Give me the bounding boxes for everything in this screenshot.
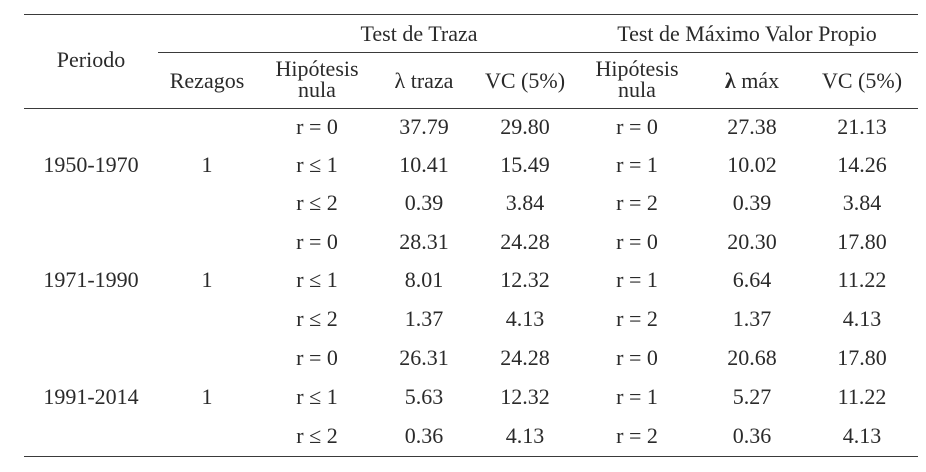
lags-value: 1	[201, 152, 213, 177]
cv-trace-value: 24.28	[500, 345, 550, 370]
cv-max-value: 14.26	[837, 152, 887, 177]
lambda-trace-value: 37.79	[399, 114, 449, 139]
cv-trace-value: 12.32	[500, 384, 550, 409]
cv-trace-value: 4.13	[505, 423, 545, 448]
cv-max-value: 11.22	[837, 267, 887, 292]
lambda-trace-value: 28.31	[399, 229, 449, 254]
header-trace-test: Test de Traza	[360, 21, 478, 46]
null-hyp-max: r = 2	[616, 423, 658, 448]
header-cv-max: VC (5%)	[821, 68, 903, 93]
header-max-eigen-test: Test de Máximo Valor Propio	[617, 21, 877, 46]
lambda-trace-value: 0.36	[404, 423, 444, 448]
cv-trace-value: 15.49	[500, 152, 550, 177]
null-hyp-max: r = 1	[616, 384, 658, 409]
null-hyp-trace: r = 0	[296, 229, 338, 254]
null-hyp-trace: r ≤ 1	[296, 267, 338, 292]
cv-max-value: 21.13	[837, 114, 887, 139]
header-null-hyp-max-line1: Hipótesis	[595, 56, 679, 81]
null-hyp-max: r = 2	[616, 306, 658, 331]
cv-max-value: 17.80	[837, 345, 887, 370]
cv-max-value: 17.80	[837, 229, 887, 254]
cv-max-value: 3.84	[842, 190, 882, 215]
header-null-hyp-trace: Hipótesis nula	[275, 56, 359, 102]
null-hyp-max: r = 1	[616, 152, 658, 177]
lambda-trace-value: 8.01	[404, 267, 444, 292]
header-null-hyp-max-line2: nula	[618, 77, 656, 102]
period-label: 1971-1990	[43, 267, 139, 292]
header-null-hyp-trace-line2: nula	[298, 77, 336, 102]
top-rule	[24, 14, 918, 15]
lambda-max-value: 10.02	[727, 152, 777, 177]
null-hyp-trace: r = 0	[296, 345, 338, 370]
null-hyp-trace: r ≤ 1	[296, 152, 338, 177]
header-lambda-max-text: máx	[741, 68, 780, 93]
null-hyp-trace: r ≤ 1	[296, 384, 338, 409]
header-lambda-max-symbol: λ	[724, 68, 736, 93]
null-hyp-trace: r = 0	[296, 114, 338, 139]
lambda-trace-value: 5.63	[404, 384, 444, 409]
lambda-trace-value: 26.31	[399, 345, 449, 370]
cv-trace-value: 3.84	[505, 190, 545, 215]
lambda-max-value: 27.38	[727, 114, 777, 139]
header-period: Periodo	[56, 47, 126, 72]
lags-value: 1	[201, 384, 213, 409]
cv-trace-value: 12.32	[500, 267, 550, 292]
header-lags: Rezagos	[169, 68, 245, 93]
lambda-trace-value: 10.41	[399, 152, 449, 177]
cv-max-value: 11.22	[837, 384, 887, 409]
lambda-max-value: 20.68	[727, 345, 777, 370]
lambda-max-value: 0.36	[732, 423, 772, 448]
header-lambda-trace: λ traza	[394, 68, 454, 93]
period-label: 1950-1970	[43, 152, 139, 177]
lambda-trace-value: 1.37	[404, 306, 444, 331]
lambda-max-value: 20.30	[727, 229, 777, 254]
cv-trace-value: 29.80	[500, 114, 550, 139]
header-cv-trace: VC (5%)	[484, 68, 566, 93]
null-hyp-trace: r ≤ 2	[296, 306, 338, 331]
cv-max-value: 4.13	[842, 423, 882, 448]
null-hyp-max: r = 0	[616, 114, 658, 139]
cv-trace-value: 4.13	[505, 306, 545, 331]
lambda-trace-value: 0.39	[404, 190, 444, 215]
null-hyp-trace: r ≤ 2	[296, 423, 338, 448]
lambda-max-value: 1.37	[732, 306, 772, 331]
null-hyp-max: r = 0	[616, 229, 658, 254]
header-lambda-max: λ máx	[725, 70, 779, 92]
bottom-rule	[24, 456, 918, 457]
header-null-hyp-max: Hipótesis nula	[595, 56, 679, 102]
cv-max-value: 4.13	[842, 306, 882, 331]
lambda-max-value: 5.27	[732, 384, 772, 409]
null-hyp-trace: r ≤ 2	[296, 190, 338, 215]
cv-trace-value: 24.28	[500, 229, 550, 254]
group-rule	[158, 52, 918, 53]
null-hyp-max: r = 2	[616, 190, 658, 215]
header-bottom-rule	[24, 108, 918, 109]
header-null-hyp-trace-line1: Hipótesis	[275, 56, 359, 81]
lambda-max-value: 0.39	[732, 190, 772, 215]
null-hyp-max: r = 0	[616, 345, 658, 370]
period-label: 1991-2014	[43, 384, 139, 409]
lambda-max-value: 6.64	[732, 267, 772, 292]
null-hyp-max: r = 1	[616, 267, 658, 292]
lags-value: 1	[201, 267, 213, 292]
